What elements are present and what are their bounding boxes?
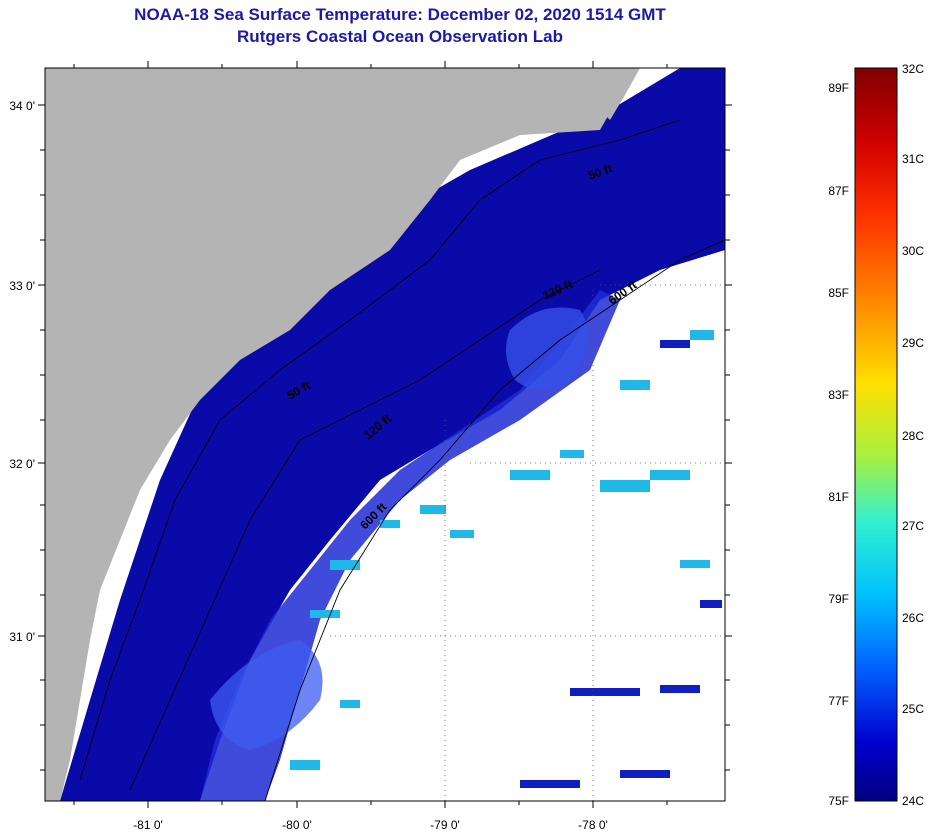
map-title: NOAA-18 Sea Surface Temperature: Decembe… <box>134 5 666 24</box>
lon-label: -81 0' <box>133 818 163 832</box>
celsius-scale: 32C 31C 30C 29C 28C 27C 26C 25C 24C <box>902 62 924 808</box>
celsius-label: 32C <box>902 62 924 76</box>
shelf-water-band <box>200 290 620 801</box>
celsius-label: 31C <box>902 152 924 166</box>
lat-label: 34 0' <box>9 99 35 113</box>
land-mass <box>45 68 640 801</box>
ocean-cold-water <box>60 68 725 801</box>
bathymetry-contours <box>79 119 725 801</box>
fahrenheit-label: 89F <box>828 81 849 95</box>
warm-patches <box>290 330 714 770</box>
map-subtitle: Rutgers Coastal Ocean Observation Lab <box>237 27 563 46</box>
tick-marks <box>38 61 732 808</box>
celsius-label: 27C <box>902 519 924 533</box>
fahrenheit-label: 85F <box>828 286 849 300</box>
contour-600ft <box>264 239 725 801</box>
fahrenheit-scale: 89F 87F 85F 83F 81F 79F 77F 75F <box>828 81 849 808</box>
grid-lines <box>330 284 725 801</box>
lat-label: 31 0' <box>9 630 35 644</box>
celsius-label: 29C <box>902 336 924 350</box>
fahrenheit-label: 77F <box>828 694 849 708</box>
fahrenheit-label: 87F <box>828 184 849 198</box>
lon-label: -79 0' <box>430 818 460 832</box>
shelf-band-lower <box>210 640 323 750</box>
celsius-label: 24C <box>902 794 924 808</box>
contour-120ft <box>129 269 601 791</box>
celsius-label: 30C <box>902 244 924 258</box>
cape-land <box>600 68 640 120</box>
fahrenheit-label: 79F <box>828 592 849 606</box>
fahrenheit-label: 83F <box>828 388 849 402</box>
color-scale-bar <box>854 67 898 802</box>
fahrenheit-label: 75F <box>828 794 849 808</box>
celsius-label: 25C <box>902 702 924 716</box>
celsius-label: 28C <box>902 429 924 443</box>
lon-label: -78 0' <box>578 818 608 832</box>
fahrenheit-label: 81F <box>828 490 849 504</box>
warm-eddy <box>506 307 588 390</box>
lat-label: 32 0' <box>9 457 35 471</box>
contour-50ft <box>79 119 681 781</box>
map-frame <box>44 67 726 802</box>
celsius-label: 26C <box>902 611 924 625</box>
cold-patches <box>520 340 722 788</box>
lon-label: -80 0' <box>282 818 312 832</box>
lat-label: 33 0' <box>9 279 35 293</box>
